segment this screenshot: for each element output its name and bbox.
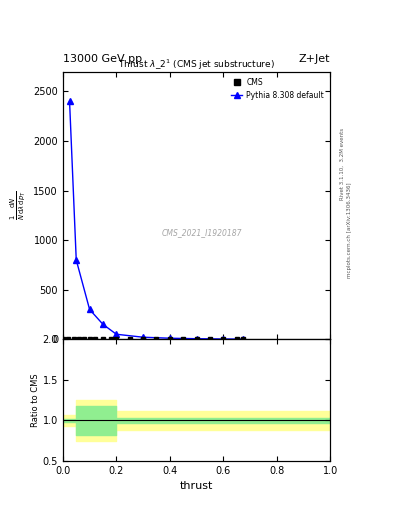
Y-axis label: Ratio to CMS: Ratio to CMS [31, 373, 40, 427]
Title: Thrust $\lambda\_2^1$ (CMS jet substructure): Thrust $\lambda\_2^1$ (CMS jet substruct… [118, 57, 275, 72]
Y-axis label: $\frac{1}{N}\frac{\mathrm{d}N}{\mathrm{d}\lambda\,\mathrm{d}p_T}$: $\frac{1}{N}\frac{\mathrm{d}N}{\mathrm{d… [8, 190, 28, 220]
Text: Rivet 3.1.10,  3.2M events: Rivet 3.1.10, 3.2M events [340, 128, 345, 200]
Text: Z+Jet: Z+Jet [299, 54, 330, 64]
X-axis label: thrust: thrust [180, 481, 213, 491]
Text: 13000 GeV pp: 13000 GeV pp [63, 54, 142, 64]
Text: CMS_2021_I1920187: CMS_2021_I1920187 [162, 228, 242, 237]
Legend: CMS, Pythia 8.308 default: CMS, Pythia 8.308 default [229, 75, 326, 102]
Text: mcplots.cern.ch [arXiv:1306.3436]: mcplots.cern.ch [arXiv:1306.3436] [347, 183, 352, 278]
